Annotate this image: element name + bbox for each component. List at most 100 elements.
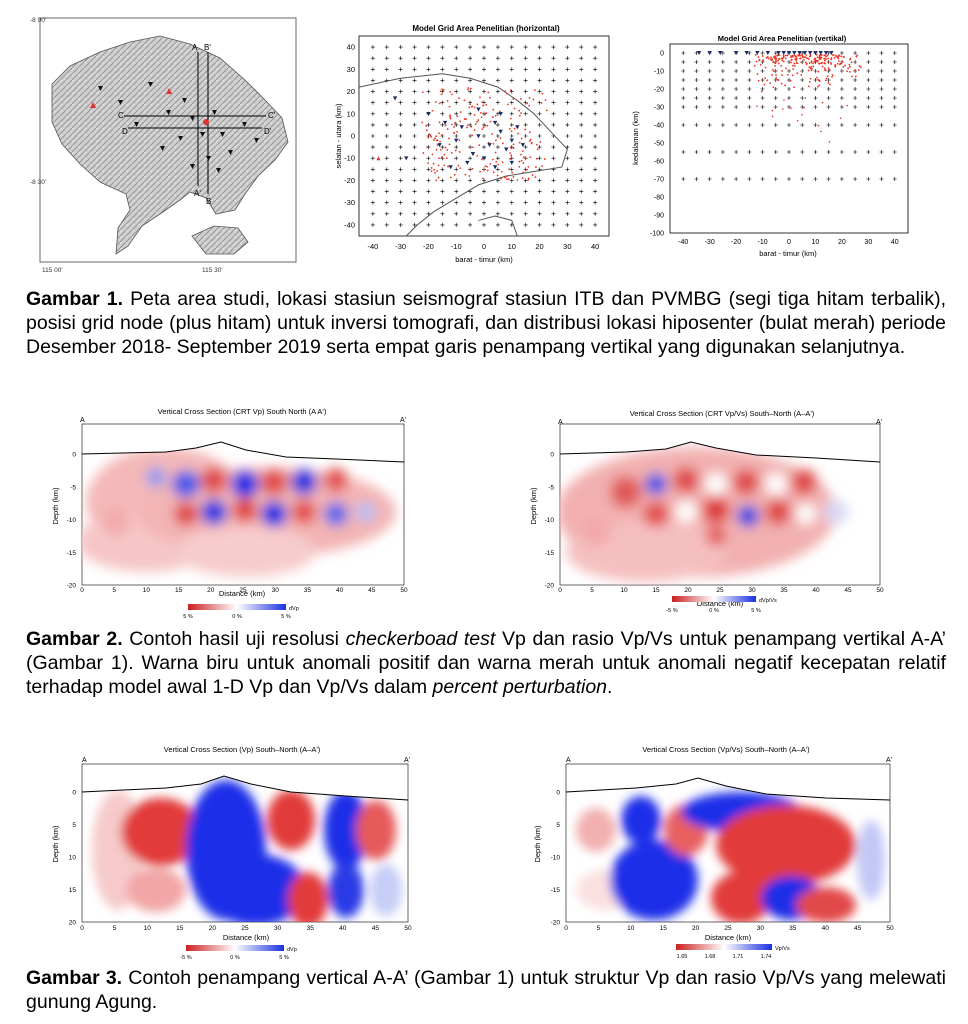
station-marker	[807, 51, 813, 55]
hypocenter-point	[467, 87, 470, 89]
hypocenter-point	[440, 156, 443, 158]
fig3-left-end-a: A	[82, 757, 87, 764]
grid-node	[551, 122, 556, 127]
grid-node	[734, 78, 739, 82]
grid-node	[370, 211, 375, 216]
grid-node	[800, 87, 805, 91]
map-line-label-c: C	[118, 111, 124, 120]
hypocenter-point	[782, 55, 785, 58]
grid-node	[839, 51, 844, 55]
grid-node	[853, 96, 858, 100]
fig3-right-xtick-2: 10	[627, 925, 635, 932]
hypocenter-point	[771, 109, 774, 112]
grid-node	[454, 111, 459, 116]
hypocenter-point	[771, 115, 774, 118]
figure3-caption-label: Gambar 3.	[26, 967, 123, 989]
hypocenter-point	[841, 60, 844, 63]
fig3-right-ytick-0: 0	[556, 790, 560, 797]
hypocenter-point	[763, 83, 766, 86]
station-marker	[509, 138, 514, 143]
vertical-ytick-0: 0	[660, 51, 664, 58]
hypocenter-point	[491, 133, 493, 135]
hypocenter-point	[820, 54, 823, 56]
grid-node	[482, 145, 486, 150]
grid-node	[579, 122, 584, 127]
hypocenter-point	[421, 91, 424, 94]
grid-node	[747, 150, 752, 154]
grid-node	[398, 134, 403, 138]
grid-node	[694, 123, 699, 127]
hypocenter-point	[443, 164, 446, 167]
grid-node	[454, 78, 459, 83]
hypocenter-point	[456, 115, 459, 118]
hypocenter-point	[473, 106, 476, 109]
hypocenter-point	[791, 54, 794, 57]
grid-node	[720, 69, 725, 73]
hypocenter-point	[813, 60, 816, 63]
grid-node	[384, 111, 389, 116]
hypocenter-point	[796, 119, 799, 122]
hypocenter-point	[466, 126, 468, 129]
grid-node	[440, 189, 445, 194]
hypocenter-point	[422, 152, 425, 154]
hypocenter-point	[806, 57, 808, 60]
grid-node	[694, 105, 699, 109]
hypocenter-point	[533, 89, 536, 92]
hypocenter-point	[469, 87, 472, 90]
vertical-xtick-0: -40	[678, 239, 688, 246]
hypocenter-point	[804, 61, 807, 64]
grid-node	[747, 69, 752, 73]
fig2-right-ytick-4: -20	[545, 583, 555, 590]
vertical-ytick-7: -70	[654, 177, 664, 184]
grid-node	[593, 134, 598, 138]
hypocenter-point	[780, 57, 783, 60]
hypocenter-point	[522, 162, 525, 164]
hypocenter-point	[510, 146, 512, 149]
grid-node	[412, 189, 417, 194]
grid-node	[384, 122, 389, 127]
hypocenter-point	[816, 76, 818, 79]
grid-node	[384, 200, 389, 205]
hypocenter-point	[463, 118, 466, 120]
grid-node	[440, 56, 445, 61]
fig3-right-ytick-3: -15	[551, 887, 561, 894]
hypocenter-point	[817, 78, 820, 81]
hypocenter-point	[472, 146, 474, 149]
hypocenter-point	[431, 109, 434, 112]
fig2-left-title: Vertical Cross Section (CRT Vp) South No…	[158, 407, 327, 416]
horizontal-ytick-4: 0	[351, 132, 355, 141]
grid-node	[440, 167, 445, 172]
grid-node	[579, 111, 584, 116]
hypocenter-point	[839, 117, 842, 120]
hypocenter-point	[526, 102, 529, 105]
fig2-right-anomaly-field	[560, 447, 848, 582]
hypocenter-point	[541, 165, 543, 167]
hypocenter-point	[512, 97, 515, 100]
fig2-left-xtick-10: 50	[400, 587, 408, 594]
hypocenter-point	[492, 171, 495, 174]
fig2-right-xtick-10: 50	[876, 587, 884, 594]
hypocenter-point	[815, 53, 818, 56]
grid-node	[579, 89, 584, 94]
hypocenter-point	[823, 67, 826, 70]
grid-node	[681, 69, 686, 73]
grid-node	[551, 178, 556, 183]
fig2-right-ytick-0: 0	[550, 452, 554, 459]
hypocenter-point	[494, 114, 497, 117]
hypocenter-point	[535, 166, 537, 168]
grid-node	[579, 189, 584, 194]
grid-node	[537, 67, 542, 72]
hypocenter-point	[504, 90, 507, 93]
grid-node	[551, 89, 556, 94]
grid-node	[426, 167, 431, 172]
hypocenter-point	[828, 69, 831, 72]
hypocenter-point	[458, 151, 461, 153]
grid-node	[384, 211, 389, 216]
hypocenter-point	[528, 131, 531, 134]
grid-node	[760, 177, 765, 181]
grid-node	[579, 45, 584, 50]
grid-node	[593, 200, 598, 205]
grid-node	[412, 222, 417, 227]
hypocenter-point	[840, 55, 843, 58]
hypocenter-point	[512, 147, 515, 150]
